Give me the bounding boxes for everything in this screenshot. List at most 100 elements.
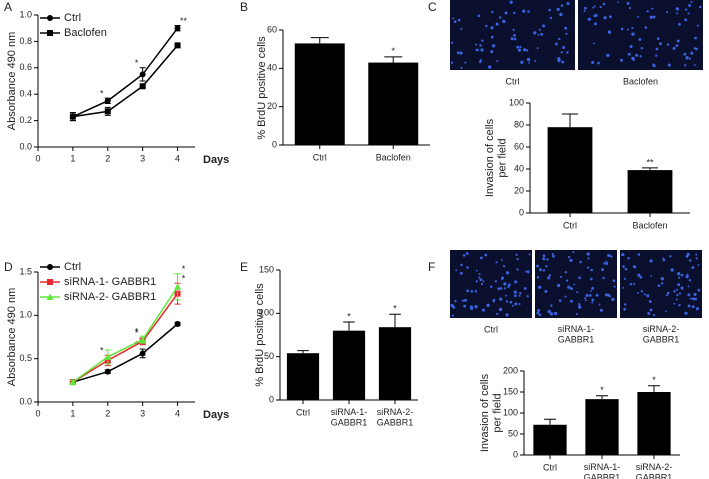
cell-dot [647,312,651,315]
cell-dot [602,2,606,6]
cell-dot [658,42,662,46]
y-axis-label: % BrdU positive cells [256,36,268,140]
cell-dot [466,266,469,269]
x-tick-label: 0 [35,408,40,418]
cell-dot [699,5,702,9]
panel-letter: C [428,0,437,14]
cell-dot [590,268,593,272]
y-tick-label: 60 [267,24,277,34]
cell-dot [567,285,571,289]
x-tick-label: 2 [105,153,110,163]
panel-letter: E [240,260,248,274]
cell-dot [460,263,463,267]
legend-label: siRNA-2- GABBR1 [64,291,156,303]
cell-dot [627,52,631,56]
cell-dot [514,280,518,284]
y-tick-label: 100 [259,308,274,318]
cell-dot [637,291,640,294]
cell-dot [509,0,513,4]
error-bar [648,385,660,392]
cell-dot [628,6,632,10]
cell-dot [474,305,478,309]
cell-dot [585,293,589,297]
legend-marker [46,293,54,300]
cell-dot [684,18,688,22]
cell-dot [564,295,567,298]
cell-dot [549,16,553,20]
cell-dot [590,290,592,293]
cell-dot [665,294,669,297]
cell-dot [488,65,492,69]
cell-dot [603,262,606,265]
cell-dot [646,294,650,298]
cell-dot [669,255,672,258]
cell-dot [678,22,681,26]
cell-dot [578,303,581,306]
cell-dot [540,32,544,36]
image-label: Baclofen [623,76,658,86]
cell-dot [591,60,595,64]
legend-label: siRNA-1- GABBR1 [64,276,156,288]
cell-dot [537,308,541,312]
cell-dot [465,252,469,255]
cell-dot [644,26,648,29]
marker [174,283,182,290]
cell-dot [684,311,688,315]
marker [139,71,146,78]
cell-dot [697,24,699,27]
cell-dot [602,276,605,280]
cell-dot [599,6,602,9]
legend-marker [47,15,53,21]
cell-dot [452,17,455,20]
y-tick-label: 0 [272,139,277,149]
x-tick-label: 0 [35,153,40,163]
cell-dot [516,258,519,261]
cell-dot [475,48,478,51]
cell-dot [513,294,517,298]
cell-dot [694,297,698,301]
cell-dot [460,66,463,69]
cell-dot [470,306,474,311]
cell-dot [678,292,682,295]
cell-dot [518,302,521,306]
cell-dot [673,302,676,305]
cell-dot [537,285,542,289]
bar [627,170,673,213]
x-tick-label: 4 [175,153,180,163]
legend-marker [47,264,53,270]
cell-dot [575,313,578,316]
y-tick-label: 0.6 [19,62,32,72]
cell-dot [538,28,541,31]
cell-dot [687,285,690,288]
cell-dot [680,273,684,277]
cell-dot [481,308,485,312]
cell-dot [591,298,595,302]
cell-dot [455,269,458,272]
cell-dot [479,256,483,260]
significance: * [100,89,104,99]
cell-dot [495,22,499,26]
y-axis-label: Invasion of cellsper field [479,373,504,452]
significance: * [652,375,656,385]
cell-dot [525,270,528,273]
cell-dot [583,10,586,12]
error-bar [389,313,401,328]
cell-dot [675,44,679,48]
cell-dot [557,283,561,288]
cell-dot [688,259,692,262]
cell-dot [566,2,570,6]
cell-dot [450,61,454,64]
cell-dot [622,286,625,289]
legend-label: Baclofen [64,27,107,39]
error-bar [561,113,579,128]
cell-dot [479,278,483,282]
cell-dot [567,255,571,259]
cell-dot [677,283,681,287]
cell-dot [507,285,510,289]
y-tick-label: 0.2 [19,115,32,125]
cell-dot [513,290,517,294]
x-tick-label: siRNA-1-GABBR1 [584,462,621,479]
cell-dot [560,275,563,279]
cell-dot [572,251,575,254]
cell-dot [566,51,569,54]
